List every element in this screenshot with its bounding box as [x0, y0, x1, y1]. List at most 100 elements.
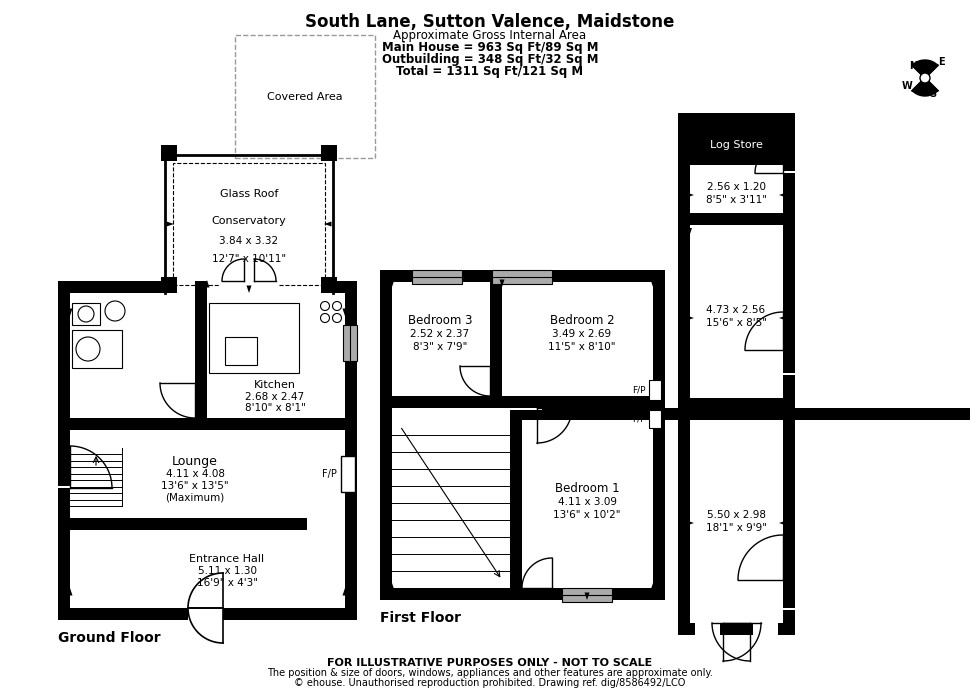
Polygon shape [678, 410, 690, 635]
Text: 8'5" x 3'11": 8'5" x 3'11" [706, 195, 766, 205]
Polygon shape [500, 279, 505, 287]
Text: 2.56 x 1.20: 2.56 x 1.20 [707, 182, 765, 192]
Text: 2.52 x 2.37: 2.52 x 2.37 [411, 329, 469, 339]
Text: F/P: F/P [321, 469, 336, 479]
Text: Main House = 963 Sq Ft/89 Sq M: Main House = 963 Sq Ft/89 Sq M [382, 40, 598, 53]
Polygon shape [58, 281, 70, 620]
Text: Covered Area: Covered Area [268, 92, 343, 102]
Polygon shape [209, 303, 299, 373]
Text: (Maximum): (Maximum) [166, 493, 224, 503]
Text: 18'1" x 9'9": 18'1" x 9'9" [706, 523, 766, 533]
Polygon shape [688, 521, 694, 525]
Polygon shape [695, 621, 720, 635]
Text: 3.49 x 2.69: 3.49 x 2.69 [553, 329, 612, 339]
Polygon shape [380, 270, 392, 600]
Text: 5.50 x 2.98: 5.50 x 2.98 [707, 510, 765, 520]
Polygon shape [678, 165, 690, 225]
Text: N: N [908, 61, 917, 71]
Text: The position & size of doors, windows, appliances and other features are approxi: The position & size of doors, windows, a… [268, 668, 712, 678]
Text: 4.73 x 2.56: 4.73 x 2.56 [707, 305, 765, 315]
Polygon shape [781, 608, 797, 610]
Text: 8'10" x 8'1": 8'10" x 8'1" [245, 403, 306, 413]
Text: 8'3" x 7'9": 8'3" x 7'9" [413, 342, 467, 352]
Text: Ground Floor: Ground Floor [58, 631, 161, 645]
Circle shape [320, 301, 329, 310]
Polygon shape [678, 623, 795, 635]
Polygon shape [58, 281, 165, 293]
Polygon shape [678, 213, 795, 225]
Polygon shape [68, 308, 73, 316]
Text: Bedroom 3: Bedroom 3 [408, 315, 472, 328]
Text: 2.68 x 2.47: 2.68 x 2.47 [245, 392, 305, 402]
Polygon shape [562, 588, 612, 602]
Circle shape [320, 313, 329, 322]
Text: 13'6" x 10'2": 13'6" x 10'2" [554, 510, 620, 520]
Text: Log Store: Log Store [710, 140, 762, 150]
Polygon shape [333, 281, 357, 293]
Polygon shape [653, 270, 665, 600]
Polygon shape [324, 222, 331, 227]
Polygon shape [781, 373, 797, 375]
Polygon shape [412, 270, 462, 284]
Polygon shape [247, 286, 252, 293]
Polygon shape [343, 325, 357, 361]
Polygon shape [161, 145, 177, 161]
Polygon shape [193, 378, 195, 418]
Polygon shape [72, 303, 100, 325]
Text: 15'6" x 8'5": 15'6" x 8'5" [706, 318, 766, 328]
Polygon shape [161, 277, 177, 293]
Polygon shape [58, 486, 75, 488]
Polygon shape [753, 621, 778, 635]
Polygon shape [490, 270, 502, 408]
Circle shape [105, 301, 125, 321]
Polygon shape [205, 280, 210, 288]
Polygon shape [912, 78, 938, 96]
Text: © ehouse. Unauthorised reproduction prohibited. Drawing ref. dig/8586492/LCO: © ehouse. Unauthorised reproduction proh… [294, 678, 686, 688]
Text: Bedroom 2: Bedroom 2 [550, 315, 614, 328]
Polygon shape [389, 279, 395, 287]
Text: Conservatory: Conservatory [212, 216, 286, 226]
Polygon shape [783, 410, 795, 635]
Polygon shape [688, 193, 694, 197]
Polygon shape [58, 518, 307, 530]
Text: 4.11 x 3.09: 4.11 x 3.09 [558, 497, 616, 507]
Polygon shape [510, 408, 970, 420]
Circle shape [332, 313, 341, 322]
Text: Bedroom 1: Bedroom 1 [555, 482, 619, 495]
Polygon shape [492, 270, 552, 284]
Text: 12'7" x 10'11": 12'7" x 10'11" [212, 254, 286, 263]
Polygon shape [223, 608, 357, 620]
Circle shape [920, 73, 930, 83]
Polygon shape [380, 588, 665, 600]
Text: E: E [938, 57, 945, 67]
Text: Log Store: Log Store [710, 140, 762, 150]
Polygon shape [219, 279, 279, 295]
Text: 3.84 x 3.32: 3.84 x 3.32 [220, 236, 278, 245]
Polygon shape [72, 330, 122, 368]
Text: Kitchen: Kitchen [254, 380, 296, 390]
Polygon shape [783, 225, 795, 410]
Polygon shape [502, 408, 542, 410]
Polygon shape [321, 277, 337, 293]
Polygon shape [341, 456, 355, 492]
Polygon shape [783, 165, 795, 225]
Polygon shape [188, 606, 223, 620]
Polygon shape [510, 396, 522, 600]
Polygon shape [912, 60, 938, 78]
Polygon shape [321, 145, 337, 161]
Text: S: S [929, 89, 937, 99]
Polygon shape [488, 361, 490, 396]
Polygon shape [779, 193, 785, 197]
Polygon shape [678, 113, 795, 165]
Polygon shape [651, 583, 656, 590]
Polygon shape [380, 396, 665, 408]
Polygon shape [58, 608, 188, 620]
Polygon shape [649, 380, 661, 400]
Polygon shape [779, 521, 785, 525]
Polygon shape [342, 588, 348, 595]
Text: FOR ILLUSTRATIVE PURPOSES ONLY - NOT TO SCALE: FOR ILLUSTRATIVE PURPOSES ONLY - NOT TO … [327, 658, 653, 668]
Polygon shape [678, 398, 795, 410]
Polygon shape [678, 225, 690, 410]
Polygon shape [688, 401, 692, 407]
Text: 11'5" x 8'10": 11'5" x 8'10" [548, 342, 615, 352]
